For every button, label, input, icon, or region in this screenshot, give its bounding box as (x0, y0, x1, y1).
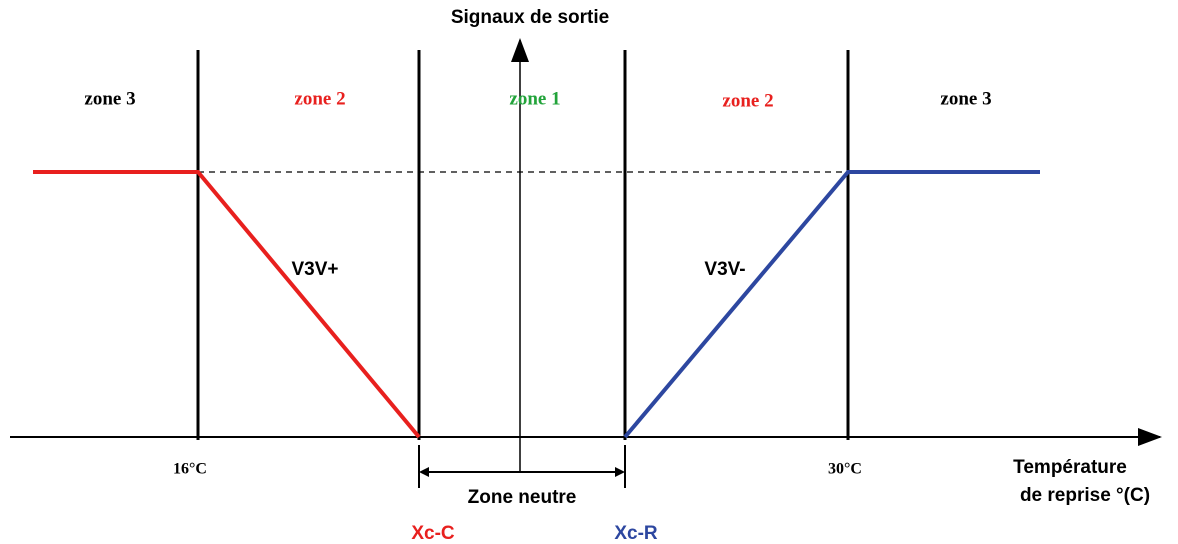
x-axis-label: de reprise °(C) (1020, 485, 1150, 506)
y-axis-label: Signaux de sortie (451, 7, 609, 28)
neutral-zone-arrow (418, 445, 626, 488)
zone-label: zone 1 (509, 88, 560, 109)
curve-v3v-plus (33, 170, 421, 439)
temperature-label: 30°C (828, 461, 862, 478)
point-label: Xc-C (411, 523, 455, 544)
zone-boundaries (196, 50, 850, 440)
zone-label: zone 3 (940, 88, 991, 109)
zone-label: zone 2 (722, 90, 773, 111)
curve-label: V3V- (704, 259, 745, 280)
x-axis-label: Température (1013, 457, 1127, 478)
point-label: Xc-R (614, 523, 658, 544)
zone-label: zone 2 (294, 88, 345, 109)
curve-v3v-minus (623, 170, 1040, 439)
temperature-label: 16°C (173, 461, 207, 478)
zone-label: zone 3 (84, 88, 135, 109)
curve-label: V3V+ (291, 259, 338, 280)
neutral-zone-label: Zone neutre (468, 487, 577, 508)
